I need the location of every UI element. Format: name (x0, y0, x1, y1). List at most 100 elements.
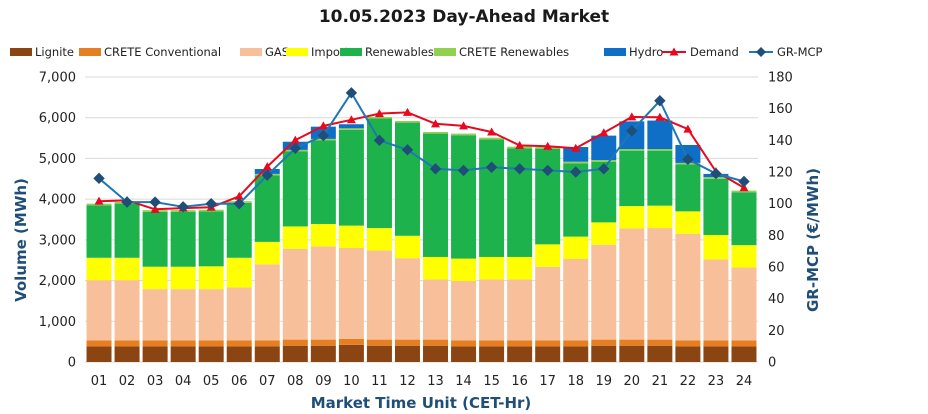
bar-segment (619, 206, 645, 229)
bar-segment (479, 346, 505, 362)
y2-tick-label: 60 (768, 261, 785, 276)
bar-segment (479, 340, 505, 347)
demand-point (150, 204, 160, 213)
bar-segment (226, 202, 252, 258)
bar-segment (647, 149, 673, 151)
demand-point (431, 119, 441, 128)
bar-segment (731, 267, 757, 341)
bar-segment (310, 140, 336, 224)
bar-segment (647, 228, 673, 340)
x-axis-label: Market Time Unit (CET-Hr) (311, 394, 532, 412)
bar-segment (114, 203, 140, 258)
y2-axis-label: GR-MCP (€/MWh) (804, 168, 822, 312)
bar-segment (423, 339, 449, 346)
legend-swatch (286, 48, 308, 56)
mcp-point (121, 196, 133, 208)
legend-label: CRETE Conventional (104, 45, 221, 59)
bar-segment (647, 205, 673, 229)
y2-tick-label: 100 (768, 197, 793, 212)
demand-point (290, 135, 300, 144)
bar-segment (675, 233, 701, 341)
x-tick-label: 09 (315, 374, 332, 389)
x-tick-label: 17 (539, 374, 556, 389)
bar-segment (86, 340, 112, 347)
bar-segment (451, 346, 477, 362)
bar-segment (675, 340, 701, 347)
demand-point (599, 128, 609, 137)
bar-segment (114, 257, 140, 281)
mcp-point (261, 169, 273, 181)
demand-point (543, 141, 553, 150)
bar-segment (703, 346, 729, 362)
bar-segment (198, 346, 224, 362)
line-demand (98, 111, 745, 211)
legend-swatch (79, 48, 101, 56)
bar-segment (142, 211, 168, 267)
bar-segment (535, 346, 561, 362)
bar-segment (198, 211, 224, 267)
bar-segment (619, 150, 645, 207)
bar-segment (86, 280, 112, 341)
legend-label: Renewables (365, 45, 434, 59)
mcp-point (710, 167, 722, 180)
bar-segment (394, 122, 420, 236)
bar-segment (366, 339, 392, 346)
chart-title: 10.05.2023 Day-Ahead Market (319, 7, 609, 27)
legend-marker (756, 47, 766, 57)
bar-segment (535, 340, 561, 347)
y2-tick-label: 0 (768, 356, 776, 371)
bar-segment (563, 147, 589, 162)
demand-point (402, 107, 412, 116)
bar-segment (423, 279, 449, 340)
y-tick-label: 4,000 (39, 193, 76, 208)
bar-segment (170, 340, 196, 347)
bar-segment (423, 256, 449, 280)
mcp-point (485, 161, 498, 173)
y-tick-label: 5,000 (39, 152, 76, 167)
bar-segment (591, 160, 617, 162)
bar-segment (394, 345, 420, 362)
x-tick-label: 01 (91, 374, 108, 389)
bar-segment (619, 345, 645, 362)
y2-tick-label: 120 (768, 166, 793, 181)
x-tick-label: 11 (371, 374, 388, 389)
bar-segment (86, 257, 112, 281)
mcp-point (177, 201, 189, 213)
legend-label: GR-MCP (777, 45, 823, 59)
legend: Lignite CRETE Conventional GAS Imports Renew… (10, 45, 823, 59)
bar-segment (142, 266, 168, 290)
x-tick-label: 03 (147, 374, 164, 389)
mcp-point (401, 144, 414, 156)
bar-segment (394, 339, 420, 346)
y2-tick-label: 160 (768, 102, 793, 117)
bar-segment (198, 340, 224, 347)
bar-segment (535, 266, 561, 341)
bar-segment (170, 266, 196, 290)
demand-point (94, 196, 104, 205)
mcp-point (513, 163, 526, 175)
bar-segment (366, 345, 392, 362)
x-tick-label: 13 (427, 374, 444, 389)
legend-swatch (10, 48, 32, 56)
bar-segment (563, 236, 589, 259)
x-tick-label: 07 (259, 374, 276, 389)
bar-segment (142, 346, 168, 362)
x-tick-label: 06 (231, 374, 248, 389)
x-tick-label: 05 (203, 374, 220, 389)
bar-segment (591, 345, 617, 362)
bar-segment (703, 259, 729, 341)
mcp-point (317, 129, 330, 142)
mcp-point (345, 87, 358, 99)
bar-segment (731, 245, 757, 268)
bar-segment (114, 340, 140, 347)
mcp-point (570, 166, 582, 178)
bar-segment (86, 205, 112, 258)
bar-segment (254, 340, 280, 347)
y-tick-label: 3,000 (39, 233, 76, 248)
line-series (93, 87, 750, 213)
legend-label: GAS (265, 45, 289, 59)
y-tick-label: 6,000 (39, 111, 76, 126)
mcp-point (149, 196, 161, 208)
y-axis-right-ticks: 0 20 40 60 80 100 120 140 160 180 (768, 71, 793, 371)
x-tick-label: 04 (175, 374, 192, 389)
